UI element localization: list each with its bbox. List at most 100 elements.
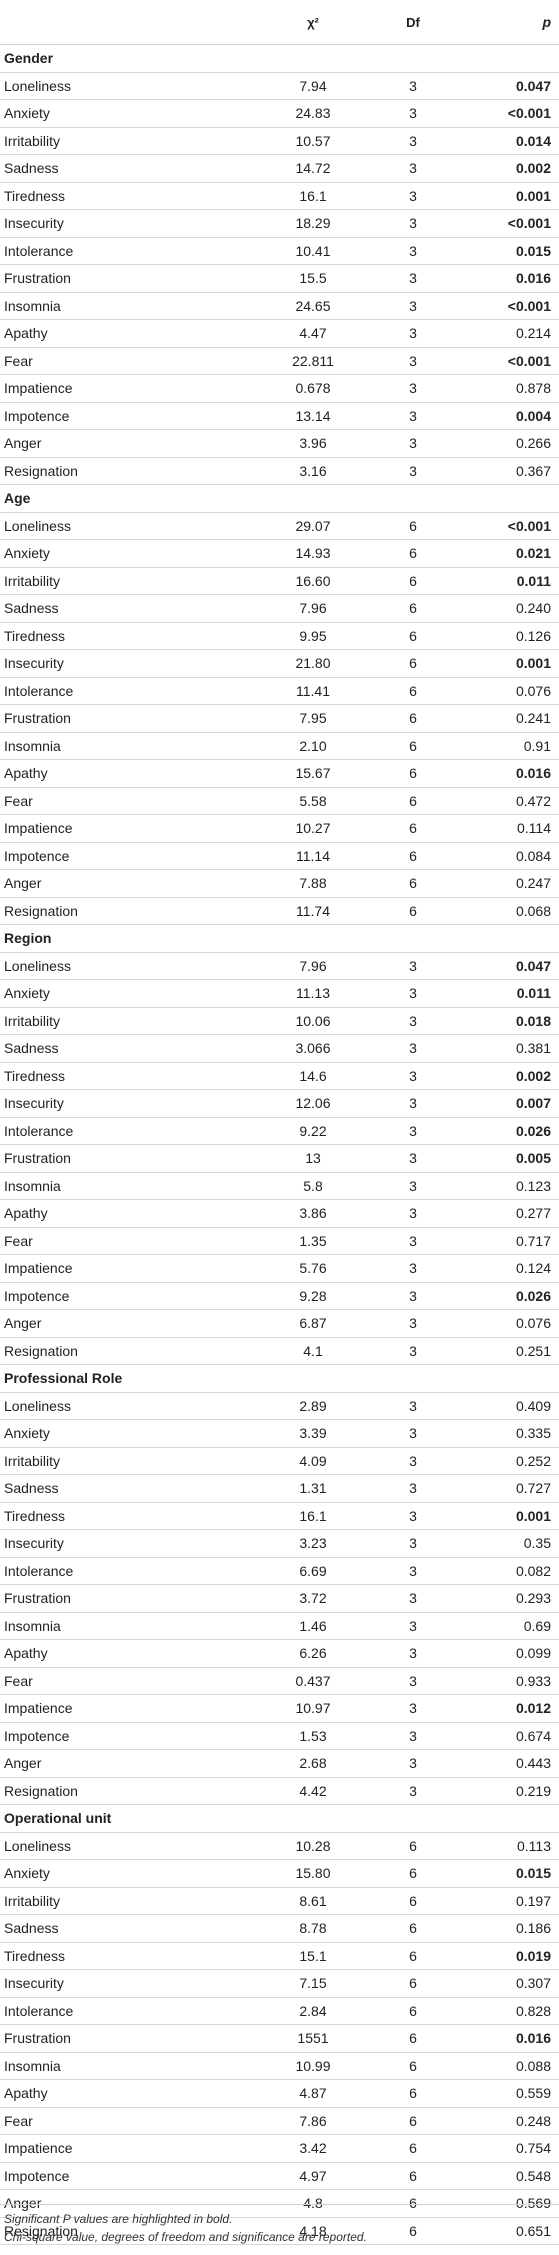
p-value: <0.001 (453, 512, 559, 540)
p-value: 0.186 (453, 1914, 559, 1943)
table-row: Apathy 6.26 3 0.099 (0, 1639, 559, 1668)
table-row: Fear 22.811 3 <0.001 (0, 347, 559, 375)
row-label: Anger (0, 2189, 253, 2218)
row-label: Impotence (0, 1722, 253, 1750)
p-value: 0.014 (453, 127, 559, 155)
df-value: 6 (373, 1969, 453, 1998)
chi-square-value: 1.35 (253, 1227, 373, 1255)
df-value: 6 (373, 622, 453, 650)
chi-square-value: 1.31 (253, 1474, 373, 1503)
p-value: 0.088 (453, 2052, 559, 2080)
p-value: 0.252 (453, 1447, 559, 1475)
row-label: Anger (0, 1309, 253, 1338)
df-value: 3 (373, 402, 453, 430)
chi-square-value: 4.97 (253, 2162, 373, 2190)
p-value: <0.001 (453, 99, 559, 128)
group-header-row: Professional Role (0, 1364, 559, 1393)
table-row: Apathy 4.47 3 0.214 (0, 319, 559, 348)
row-label: Impatience (0, 374, 253, 403)
row-label: Apathy (0, 2079, 253, 2108)
row-label: Insecurity (0, 649, 253, 678)
row-label: Frustration (0, 704, 253, 733)
table-row: Impatience 5.76 3 0.124 (0, 1254, 559, 1283)
table-row: Resignation 4.42 3 0.219 (0, 1777, 559, 1805)
df-value: 6 (373, 2189, 453, 2218)
table-row: Impatience 10.27 6 0.114 (0, 814, 559, 843)
table-row: Irritability 8.61 6 0.197 (0, 1887, 559, 1915)
df-value: 6 (373, 567, 453, 595)
row-label: Fear (0, 1667, 253, 1695)
p-value: 0.015 (453, 1859, 559, 1888)
row-label: Tiredness (0, 622, 253, 650)
df-value: 6 (373, 1832, 453, 1860)
chi-square-value: 7.96 (253, 594, 373, 623)
row-label: Tiredness (0, 182, 253, 210)
p-value: 0.001 (453, 649, 559, 678)
p-value: 0.099 (453, 1639, 559, 1668)
chi-square-value: 14.6 (253, 1062, 373, 1090)
p-value: 0.123 (453, 1172, 559, 1200)
row-label: Insecurity (0, 1089, 253, 1118)
chi-square-value: 3.23 (253, 1529, 373, 1558)
table-row: Insomnia 2.10 6 0.91 (0, 732, 559, 760)
row-label: Frustration (0, 1144, 253, 1173)
table-row: Anger 3.96 3 0.266 (0, 429, 559, 458)
df-value: 3 (373, 319, 453, 348)
row-label: Loneliness (0, 1392, 253, 1420)
table-row: Anxiety 15.80 6 0.015 (0, 1859, 559, 1888)
df-value: 3 (373, 1172, 453, 1200)
p-value: 0.828 (453, 1997, 559, 2025)
df-value: 6 (373, 1997, 453, 2025)
chi-square-value: 16.1 (253, 182, 373, 210)
chi-square-value: 2.10 (253, 732, 373, 760)
table-row: Impotence 11.14 6 0.084 (0, 842, 559, 870)
table-row: Irritability 10.57 3 0.014 (0, 127, 559, 155)
table-row: Anger 7.88 6 0.247 (0, 869, 559, 898)
row-label: Impatience (0, 814, 253, 843)
chi-square-value: 6.87 (253, 1309, 373, 1338)
p-value: 0.219 (453, 1777, 559, 1805)
chi-square-value: 3.42 (253, 2134, 373, 2163)
row-label: Intolerance (0, 677, 253, 705)
df-value: 3 (373, 1227, 453, 1255)
p-value: 0.214 (453, 319, 559, 348)
table-row: Fear 7.86 6 0.248 (0, 2107, 559, 2135)
chi-square-value: 24.65 (253, 292, 373, 320)
p-value: 0.69 (453, 1612, 559, 1640)
chi-square-value: 6.69 (253, 1557, 373, 1585)
df-value: 3 (373, 209, 453, 238)
table-row: Frustration 13 3 0.005 (0, 1144, 559, 1173)
df-value: 3 (373, 979, 453, 1008)
row-label: Tiredness (0, 1502, 253, 1530)
chi-square-value: 3.066 (253, 1034, 373, 1063)
chi-square-value: 10.27 (253, 814, 373, 843)
df-value: 3 (373, 1007, 453, 1035)
table-row: Apathy 3.86 3 0.277 (0, 1199, 559, 1228)
row-label: Insomnia (0, 732, 253, 760)
df-value: 3 (373, 1694, 453, 1723)
table-row: Fear 1.35 3 0.717 (0, 1227, 559, 1255)
p-value: 0.197 (453, 1887, 559, 1915)
df-value: 3 (373, 952, 453, 980)
df-value: 6 (373, 594, 453, 623)
df-value: 6 (373, 2134, 453, 2163)
df-value: 6 (373, 842, 453, 870)
table-row: Irritability 16.60 6 0.011 (0, 567, 559, 595)
group-header-row: Age (0, 484, 559, 513)
row-label: Insomnia (0, 2052, 253, 2080)
chi-square-value: 0.437 (253, 1667, 373, 1695)
row-label: Resignation (0, 897, 253, 925)
df-value: 6 (373, 2024, 453, 2053)
p-value: 0.124 (453, 1254, 559, 1283)
df-value: 3 (373, 1749, 453, 1778)
df-value: 3 (373, 1529, 453, 1558)
row-label: Impatience (0, 2134, 253, 2163)
p-value: 0.559 (453, 2079, 559, 2108)
row-label: Anger (0, 869, 253, 898)
table-row: Irritability 4.09 3 0.252 (0, 1447, 559, 1475)
chi-square-value: 13 (253, 1144, 373, 1173)
df-value: 3 (373, 1089, 453, 1118)
chi-square-value: 9.22 (253, 1117, 373, 1145)
p-value: 0.247 (453, 869, 559, 898)
